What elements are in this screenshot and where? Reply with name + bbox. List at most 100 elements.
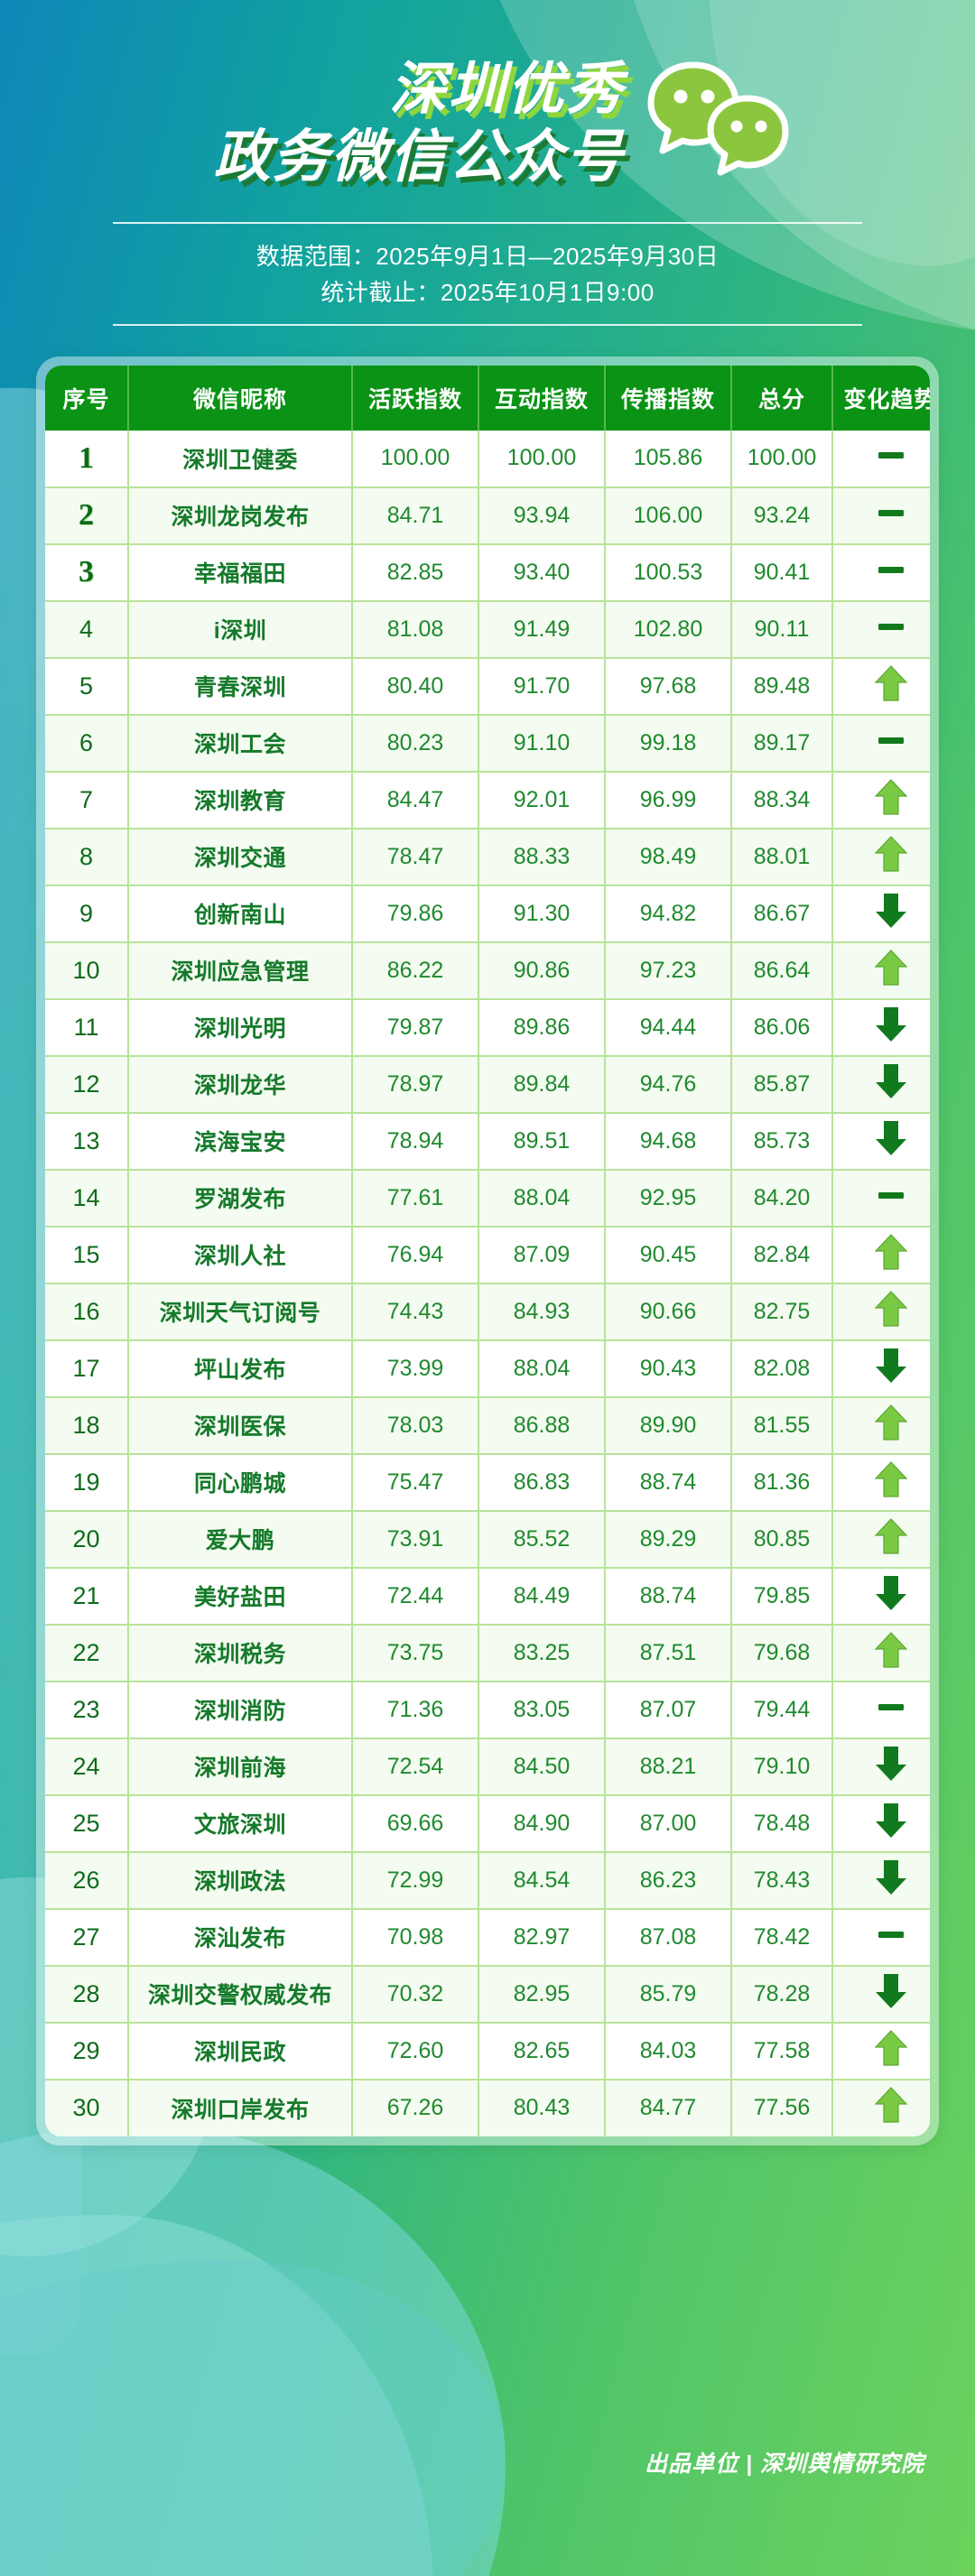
cell-account-name[interactable]: 深圳交通 [128,828,353,886]
cell-account-name[interactable]: 深汕发布 [128,1908,353,1967]
cell-spread-index: 84.77 [605,2079,732,2136]
cell-account-name[interactable]: i深圳 [128,600,353,659]
meta-divider-bottom [113,323,862,326]
cell-trend [832,1510,930,1569]
table-row[interactable]: 21 美好盐田 72.44 84.49 88.74 79.85 [45,1567,930,1626]
cell-account-name[interactable]: 爱大鹏 [128,1510,353,1569]
column-header-name[interactable]: 微信昵称 [128,365,353,431]
table-row[interactable]: 30 深圳口岸发布 67.26 80.43 84.77 77.56 [45,2079,930,2136]
trend-up-icon [873,834,909,874]
cell-rank: 17 [45,1339,129,1398]
cell-account-name[interactable]: 深圳卫健委 [128,430,353,488]
cell-active-index: 79.87 [352,998,479,1057]
cell-account-name[interactable]: 深圳应急管理 [128,941,353,1000]
cell-rank: 12 [45,1055,129,1114]
column-header-total[interactable]: 总分 [731,365,833,431]
cell-account-name[interactable]: 文旅深圳 [128,1794,353,1853]
table-row[interactable]: 9 创新南山 79.86 91.30 94.82 86.67 [45,885,930,943]
table-row[interactable]: 11 深圳光明 79.87 89.86 94.44 86.06 [45,998,930,1057]
table-row[interactable]: 14 罗湖发布 77.61 88.04 92.95 84.20 [45,1169,930,1228]
cell-account-name[interactable]: 创新南山 [128,885,353,943]
cell-interaction-index: 84.54 [478,1851,606,1910]
cell-rank: 2 [45,486,129,545]
cell-total-score: 85.87 [731,1055,833,1114]
cell-account-name[interactable]: 深圳口岸发布 [128,2079,353,2136]
cell-account-name[interactable]: 深圳教育 [128,771,353,829]
table-row[interactable]: 28 深圳交警权威发布 70.32 82.95 85.79 78.28 [45,1965,930,2024]
table-row[interactable]: 7 深圳教育 84.47 92.01 96.99 88.34 [45,771,930,829]
table-row[interactable]: 18 深圳医保 78.03 86.88 89.90 81.55 [45,1396,930,1455]
cell-interaction-index: 88.04 [478,1339,606,1398]
cell-active-index: 79.86 [352,885,479,943]
table-row[interactable]: 25 文旅深圳 69.66 84.90 87.00 78.48 [45,1794,930,1853]
column-header-trend[interactable]: 变化趋势 [832,365,930,431]
cell-trend [832,941,930,1000]
cell-account-name[interactable]: 深圳光明 [128,998,353,1057]
cell-account-name[interactable]: 坪山发布 [128,1339,353,1398]
cell-interaction-index: 87.09 [478,1226,606,1284]
cell-rank: 19 [45,1453,129,1512]
cell-trend [832,828,930,886]
title-block: 深圳优秀 政务微信公众号 [0,52,975,195]
column-header-active[interactable]: 活跃指数 [352,365,479,431]
cell-total-score: 79.68 [731,1624,833,1682]
table-row[interactable]: 12 深圳龙华 78.97 89.84 94.76 85.87 [45,1055,930,1114]
cell-account-name[interactable]: 深圳交警权威发布 [128,1965,353,2024]
cell-account-name[interactable]: 深圳医保 [128,1396,353,1455]
cell-account-name[interactable]: 深圳天气订阅号 [128,1283,353,1341]
table-row[interactable]: 1 深圳卫健委 100.00 100.00 105.86 100.00 [45,430,930,488]
cell-account-name[interactable]: 深圳人社 [128,1226,353,1284]
table-row[interactable]: 15 深圳人社 76.94 87.09 90.45 82.84 [45,1226,930,1284]
table-row[interactable]: 3 幸福福田 82.85 93.40 100.53 90.41 [45,543,930,602]
decor-wave-bottom-left-2 [0,2215,433,2576]
cell-trend [832,486,930,545]
cell-account-name[interactable]: 青春深圳 [128,657,353,716]
cell-rank: 10 [45,941,129,1000]
table-row[interactable]: 16 深圳天气订阅号 74.43 84.93 90.66 82.75 [45,1283,930,1341]
cell-active-index: 72.60 [352,2022,479,2080]
cell-trend [832,1112,930,1171]
cell-account-name[interactable]: 深圳前海 [128,1737,353,1796]
cell-account-name[interactable]: 深圳龙岗发布 [128,486,353,545]
table-row[interactable]: 22 深圳税务 73.75 83.25 87.51 79.68 [45,1624,930,1682]
table-row[interactable]: 26 深圳政法 72.99 84.54 86.23 78.43 [45,1851,930,1910]
cell-account-name[interactable]: 深圳税务 [128,1624,353,1682]
cell-spread-index: 89.29 [605,1510,732,1569]
column-header-interaction[interactable]: 互动指数 [478,365,606,431]
cell-trend [832,1283,930,1341]
table-row[interactable]: 6 深圳工会 80.23 91.10 99.18 89.17 [45,714,930,773]
trend-down-icon [873,1061,909,1101]
cell-total-score: 78.42 [731,1908,833,1967]
table-row[interactable]: 29 深圳民政 72.60 82.65 84.03 77.58 [45,2022,930,2080]
table-row[interactable]: 10 深圳应急管理 86.22 90.86 97.23 86.64 [45,941,930,1000]
table-row[interactable]: 2 深圳龙岗发布 84.71 93.94 106.00 93.24 [45,486,930,545]
table-row[interactable]: 5 青春深圳 80.40 91.70 97.68 89.48 [45,657,930,716]
cell-account-name[interactable]: 滨海宝安 [128,1112,353,1171]
cell-account-name[interactable]: 深圳消防 [128,1681,353,1739]
cell-interaction-index: 89.51 [478,1112,606,1171]
table-row[interactable]: 24 深圳前海 72.54 84.50 88.21 79.10 [45,1737,930,1796]
table-row[interactable]: 19 同心鹏城 75.47 86.83 88.74 81.36 [45,1453,930,1512]
table-row[interactable]: 17 坪山发布 73.99 88.04 90.43 82.08 [45,1339,930,1398]
table-header-row: 序号 微信昵称 活跃指数 互动指数 传播指数 总分 变化趋势 [45,365,930,431]
footer-credit: 出品单位 | 深圳舆情研究院 [645,2451,924,2477]
trend-flat-icon [873,720,909,760]
table-row[interactable]: 20 爱大鹏 73.91 85.52 89.29 80.85 [45,1510,930,1569]
cell-account-name[interactable]: 深圳龙华 [128,1055,353,1114]
cell-account-name[interactable]: 深圳工会 [128,714,353,773]
cell-account-name[interactable]: 罗湖发布 [128,1169,353,1228]
column-header-spread[interactable]: 传播指数 [605,365,732,431]
cell-account-name[interactable]: 深圳民政 [128,2022,353,2080]
table-row[interactable]: 8 深圳交通 78.47 88.33 98.49 88.01 [45,828,930,886]
cell-interaction-index: 82.97 [478,1908,606,1967]
cell-account-name[interactable]: 同心鹏城 [128,1453,353,1512]
table-row[interactable]: 23 深圳消防 71.36 83.05 87.07 79.44 [45,1681,930,1739]
cell-account-name[interactable]: 幸福福田 [128,543,353,602]
cell-account-name[interactable]: 深圳政法 [128,1851,353,1910]
cell-active-index: 69.66 [352,1794,479,1853]
table-row[interactable]: 27 深汕发布 70.98 82.97 87.08 78.42 [45,1908,930,1967]
column-header-rank[interactable]: 序号 [45,365,129,431]
table-row[interactable]: 13 滨海宝安 78.94 89.51 94.68 85.73 [45,1112,930,1171]
cell-account-name[interactable]: 美好盐田 [128,1567,353,1626]
table-row[interactable]: 4 i深圳 81.08 91.49 102.80 90.11 [45,600,930,659]
